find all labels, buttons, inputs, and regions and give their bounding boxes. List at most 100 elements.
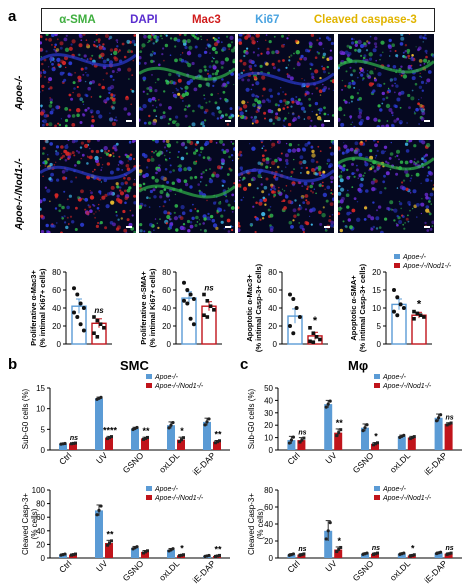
bar-nod1 (371, 443, 379, 450)
data-point (395, 295, 400, 300)
data-point (167, 426, 171, 430)
data-point (326, 529, 330, 533)
micrograph-r1-c4 (338, 34, 434, 127)
scale-bar (324, 120, 330, 122)
x-tick-label: GSNO (351, 450, 376, 475)
y-tick-label: 15 (372, 286, 381, 295)
bar-apoe (434, 552, 443, 558)
x-tick-label: Ctrl (57, 450, 73, 466)
data-point (135, 425, 139, 430)
y-tick-label: 60 (52, 286, 61, 295)
legend-swatch-nod1 (374, 495, 380, 500)
data-point (146, 435, 149, 439)
data-point (328, 521, 332, 525)
data-point (408, 437, 412, 441)
x-tick-label: oxLDL (157, 558, 182, 583)
y-tick-label: 40 (264, 520, 273, 529)
significance-label: **** (103, 425, 118, 435)
data-point (92, 315, 96, 319)
bar-apoe (203, 421, 211, 450)
data-point (422, 315, 426, 319)
data-point (335, 550, 339, 554)
bar-nod1 (213, 441, 221, 450)
data-point (95, 335, 100, 339)
data-point (449, 551, 453, 555)
data-point (110, 539, 113, 543)
y-tick-label: 20 (372, 268, 381, 277)
legend-label-apoe: Apoe-/- (382, 486, 407, 493)
chart-smc-subg0: Sub-G0 cells (%) 0 5 10 15 ns Ctrl **** UV ** GSNO… (21, 374, 230, 477)
y-tick-label: 15 (36, 384, 45, 393)
x-tick-label: iE-DAP (422, 558, 449, 585)
y-tick-label: 100 (32, 486, 46, 495)
x-tick-label: oxLDL (388, 450, 413, 475)
data-point (291, 552, 295, 556)
data-point (188, 292, 193, 297)
scale-bar (126, 120, 132, 122)
y-axis-label: Proliferative α-SMA+ (139, 271, 148, 345)
data-point (78, 301, 83, 306)
bar-nod1 (141, 438, 149, 450)
significance-label: * (337, 536, 341, 546)
data-point (75, 315, 80, 319)
panel-b-title: SMC (120, 358, 149, 373)
data-point (99, 395, 103, 399)
legend-swatch-apoe (374, 486, 380, 491)
y-tick-label: 40 (36, 527, 45, 536)
data-point (395, 313, 400, 318)
data-point (392, 309, 396, 314)
data-point (288, 292, 292, 297)
x-tick-label: oxLDL (388, 558, 413, 583)
data-point (95, 318, 100, 323)
data-point (324, 537, 328, 541)
significance-label: ** (214, 544, 222, 554)
data-point (191, 297, 196, 301)
y-tick-label: 10 (372, 304, 381, 313)
chart-apoptotic-mac3: Apoptotic α-Mac3+ (% intimal Casp-3+ cell… (245, 263, 328, 352)
y-tick-label: 80 (162, 268, 171, 277)
data-point (98, 322, 103, 326)
data-point (171, 547, 175, 551)
significance-label: * (411, 544, 415, 554)
y-tick-label: 20 (264, 421, 273, 430)
data-point (205, 420, 209, 424)
data-point (372, 552, 375, 556)
data-point (81, 328, 86, 333)
micrograph-r2-c2 (139, 140, 235, 233)
panel-c-letter: c (240, 356, 249, 373)
data-point (208, 304, 213, 308)
data-point (178, 440, 181, 444)
data-point (218, 553, 221, 557)
significance-label: ns (372, 545, 380, 552)
data-point (72, 286, 76, 291)
row-label-apoe-nod1: Apoe-/-/Nod1-/- (14, 158, 25, 230)
y-tick-label: 5 (377, 322, 382, 331)
scale-bar (225, 226, 231, 228)
data-point (144, 550, 147, 554)
significance-label: ns (94, 306, 104, 315)
data-point (412, 435, 416, 439)
panel-c-title: Mφ (348, 358, 369, 373)
data-point (108, 541, 111, 545)
data-point (298, 440, 302, 444)
data-point (144, 436, 147, 440)
y-tick-label: 60 (162, 286, 171, 295)
bar-apoe (59, 554, 67, 558)
legend-swatch-nod1 (374, 383, 380, 388)
y-axis-label: Cleaved Casp-3+ (21, 493, 30, 555)
bar-nod1 (105, 543, 113, 558)
data-point (72, 441, 75, 445)
x-tick-label: iE-DAP (191, 558, 218, 585)
y-tick-label: 20 (162, 322, 171, 331)
significance-label: * (180, 544, 184, 554)
y-tick-label: 10 (36, 405, 45, 414)
data-point (106, 437, 109, 441)
legend-label-nod1: Apoe-/-/Nod1-/- (154, 383, 204, 390)
bar-apoe (434, 417, 443, 450)
y-axis-label: (% intimal Ki67+ cells) (148, 268, 157, 347)
data-point (445, 423, 449, 427)
data-point (376, 441, 379, 445)
data-point (445, 552, 449, 556)
data-point (63, 552, 67, 556)
y-axis-label: Sub-G0 cells (%) (247, 388, 256, 449)
